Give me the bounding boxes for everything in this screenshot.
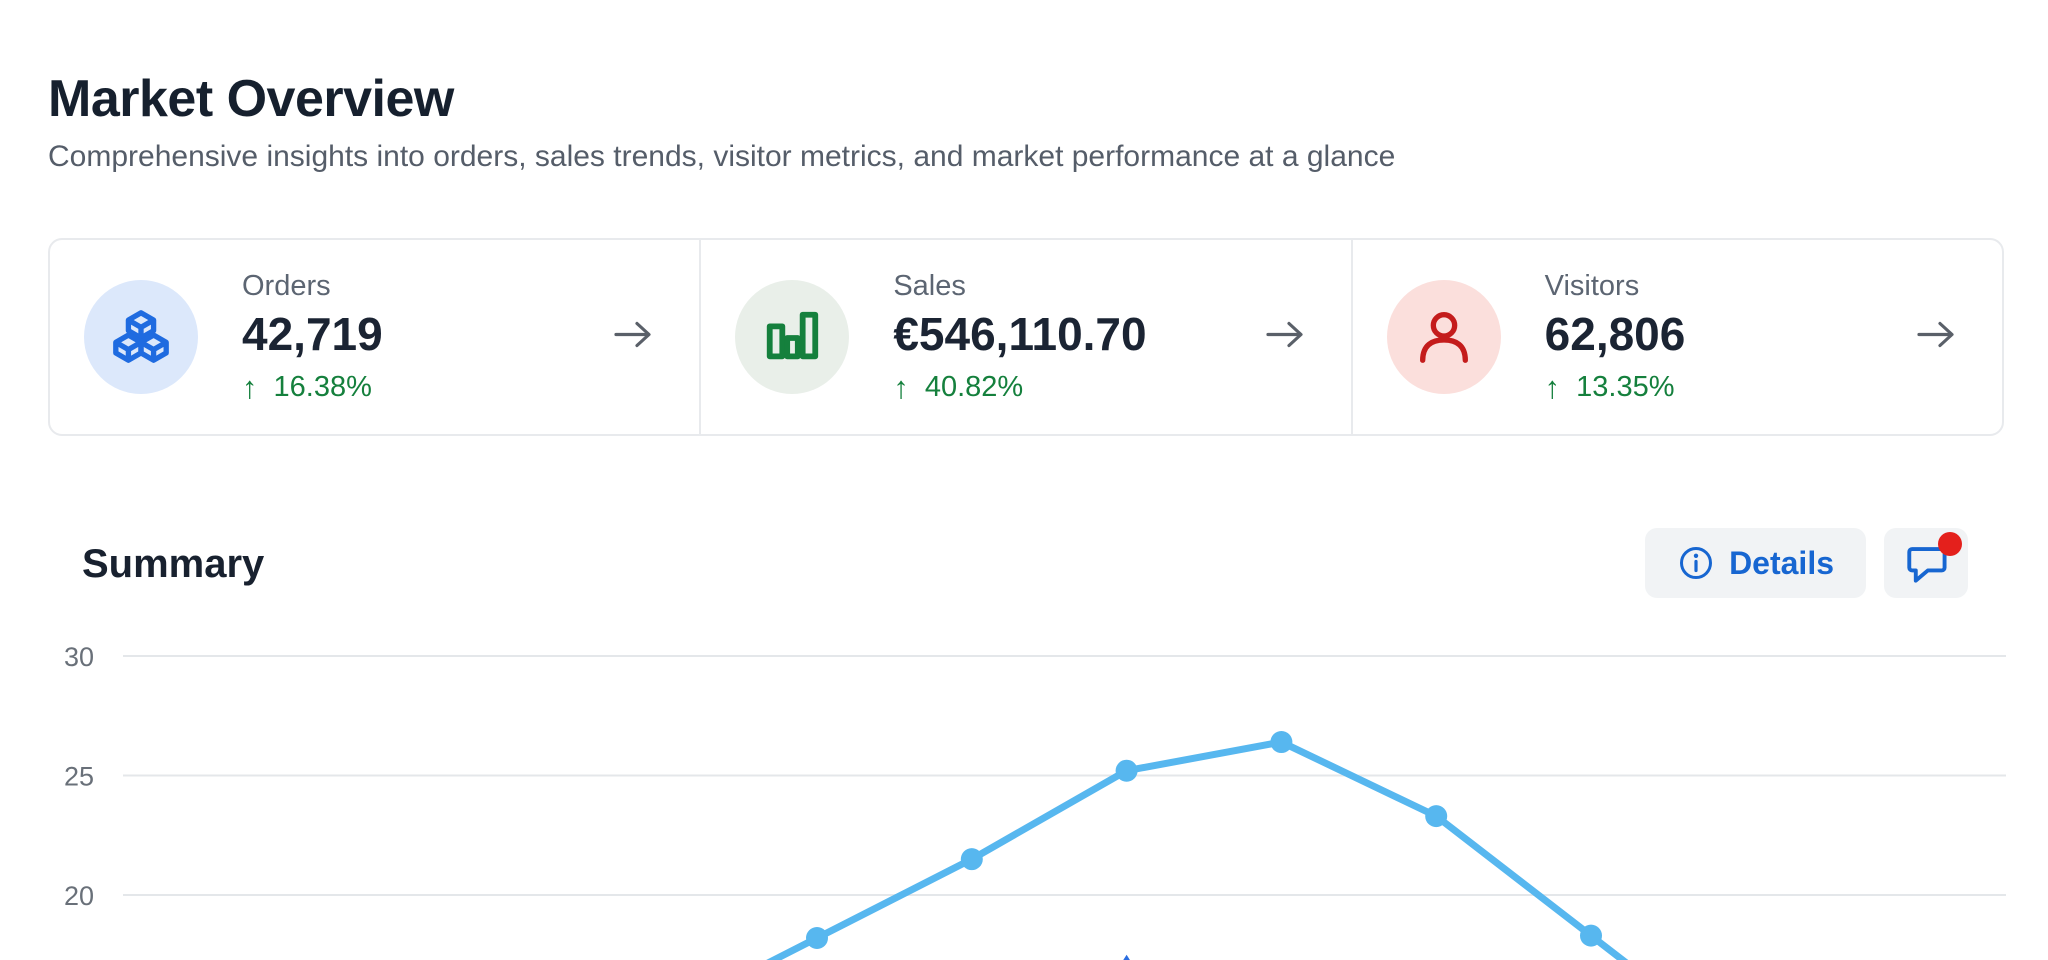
- trend-up-icon: ↑: [1544, 370, 1561, 405]
- sales-card-text: Sales €546,110.70 ↑ 40.82%: [893, 270, 1146, 404]
- data-point-marker: [1115, 759, 1138, 782]
- orders-delta: ↑ 16.38%: [242, 371, 383, 404]
- orders-card[interactable]: Orders 42,719 ↑ 16.38%: [50, 240, 699, 434]
- arrow-right-icon[interactable]: [611, 319, 655, 356]
- sales-delta-value: 40.82%: [924, 371, 1024, 403]
- secondary-series-marker: [1123, 954, 1130, 960]
- y-axis-tick-label: 25: [64, 762, 94, 792]
- y-axis-tick-label: 20: [64, 881, 94, 911]
- page-title: Market Overview: [48, 69, 454, 128]
- details-button-label: Details: [1729, 544, 1834, 581]
- sales-label: Sales: [893, 270, 966, 302]
- orders-label: Orders: [242, 270, 331, 302]
- stats-card-row: Orders 42,719 ↑ 16.38% Sales €546,110.70: [48, 238, 2004, 436]
- visitors-delta: ↑ 13.35%: [1545, 371, 1686, 404]
- data-point-marker: [806, 927, 828, 950]
- orders-value: 42,719: [242, 308, 383, 360]
- summary-heading: Summary: [82, 542, 265, 586]
- sales-card[interactable]: Sales €546,110.70 ↑ 40.82%: [699, 240, 1350, 434]
- arrow-right-icon[interactable]: [1914, 319, 1958, 356]
- info-icon: [1677, 544, 1715, 582]
- summary-actions: Details: [1645, 528, 1968, 598]
- summary-line-chart: 30 25 20: [64, 642, 2006, 960]
- orders-delta-value: 16.38%: [273, 371, 372, 403]
- sales-value: €546,110.70: [893, 308, 1147, 360]
- unread-badge: [1938, 532, 1962, 556]
- visitors-card-text: Visitors 62,806 ↑ 13.35%: [1545, 270, 1686, 404]
- person-icon: [1386, 280, 1501, 394]
- trend-up-icon: ↑: [242, 370, 258, 405]
- bar-chart-icon: [735, 280, 850, 394]
- visitors-value: 62,806: [1544, 308, 1686, 360]
- details-button[interactable]: Details: [1645, 528, 1866, 598]
- data-point-marker: [1425, 805, 1448, 828]
- trend-up-icon: ↑: [893, 370, 909, 405]
- sales-delta: ↑ 40.82%: [893, 371, 1146, 404]
- data-point-marker: [1580, 924, 1602, 947]
- visitors-card[interactable]: Visitors 62,806 ↑ 13.35%: [1350, 240, 2002, 434]
- page-subtitle: Comprehensive insights into orders, sale…: [48, 140, 1396, 173]
- visitors-label: Visitors: [1544, 270, 1640, 302]
- comments-button[interactable]: [1884, 528, 1968, 598]
- arrow-right-icon[interactable]: [1263, 319, 1307, 356]
- data-point-marker: [960, 848, 983, 871]
- data-point-marker: [1270, 731, 1293, 754]
- visitors-delta-value: 13.35%: [1576, 371, 1675, 403]
- cubes-icon: [84, 280, 198, 394]
- orders-card-text: Orders 42,719 ↑ 16.38%: [242, 270, 383, 404]
- y-axis-tick-label: 30: [64, 642, 94, 672]
- series-line: [766, 738, 1629, 960]
